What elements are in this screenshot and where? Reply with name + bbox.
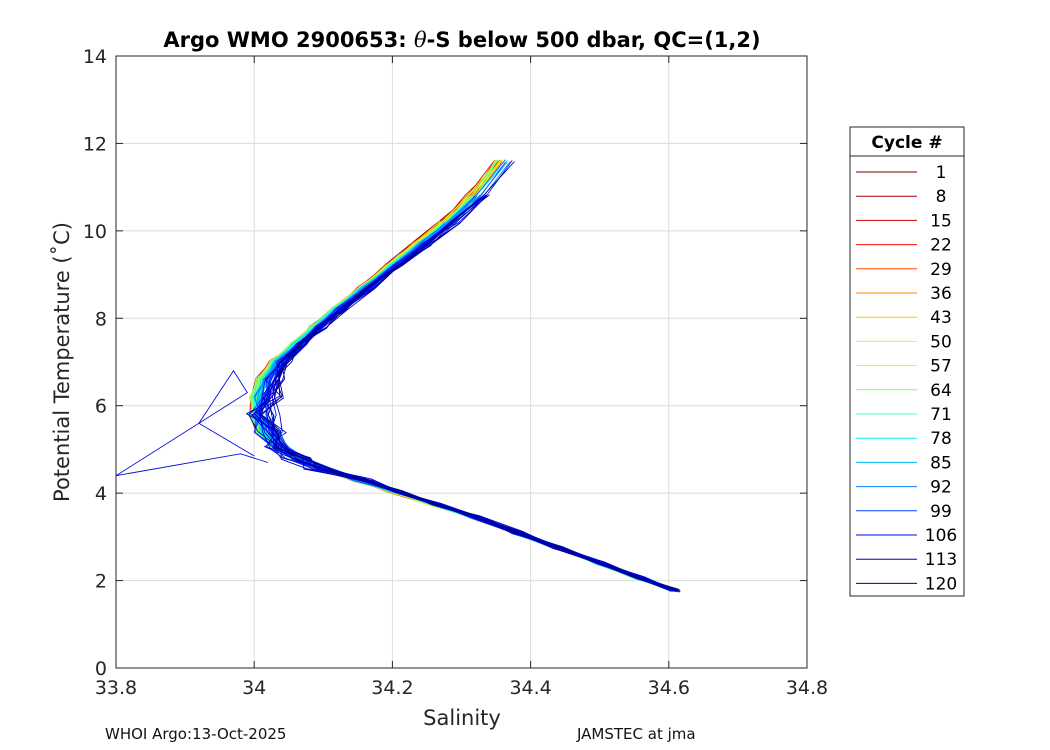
legend-entry-label: 43 — [930, 308, 952, 328]
x-tick-label: 33.8 — [95, 677, 137, 699]
chart-title-symbol: θ — [414, 28, 427, 52]
legend-entry-label: 85 — [930, 453, 952, 473]
legend: Cycle # 18152229364350576471788592991061… — [849, 126, 965, 597]
profile-cycle-line — [258, 194, 679, 591]
x-tick-label: 34.6 — [648, 677, 690, 699]
legend-entry-label: 71 — [930, 405, 952, 425]
profile-outlier-line — [115, 369, 269, 477]
chart-title-prefix: Argo WMO 2900653: — [163, 28, 414, 52]
y-tick-label: 12 — [83, 133, 107, 155]
x-tick-label: 34.8 — [786, 677, 828, 699]
legend-entry-label: 64 — [930, 381, 952, 401]
legend-entry-label: 15 — [930, 211, 952, 231]
legend-entry-label: 29 — [930, 260, 952, 280]
legend-entry-label: 8 — [936, 187, 947, 207]
legend-entry-label: 22 — [930, 236, 952, 256]
y-tick-label: 10 — [83, 221, 107, 243]
y-tick-label: 6 — [95, 396, 107, 418]
legend-box — [849, 126, 965, 597]
plot-frame — [115, 55, 808, 669]
y-axis-label: Potential Temperature (˚C) — [50, 222, 74, 502]
y-tick-label: 2 — [95, 571, 107, 593]
legend-entry-label: 50 — [930, 332, 952, 352]
legend-entry-label: 113 — [925, 550, 957, 570]
grid-lines — [116, 56, 807, 668]
chart-title-suffix: -S below 500 dbar, QC=(1,2) — [427, 28, 761, 52]
x-tick-label: 34.4 — [509, 677, 551, 699]
x-tick-label: 34.2 — [371, 677, 413, 699]
footer-credit-right: JAMSTEC at jma — [577, 725, 696, 743]
profile-cycle-line — [260, 222, 679, 590]
profile-cycle-line — [261, 244, 677, 592]
plot-background — [116, 56, 807, 668]
footer-credit-left: WHOI Argo:13-Oct-2025 — [105, 725, 287, 743]
legend-entry-label: 78 — [930, 429, 952, 449]
profile-lines — [115, 159, 681, 593]
y-tick-label: 8 — [95, 308, 107, 330]
legend-entry-label: 36 — [930, 284, 952, 304]
y-tick-label: 4 — [95, 483, 107, 505]
legend-title: Cycle # — [871, 133, 942, 153]
x-tick-label: 34 — [242, 677, 266, 699]
y-axis-ticks: 0 2 4 6 8 10 12 14 — [83, 46, 807, 680]
y-tick-label: 14 — [83, 46, 107, 68]
profile-cycle-line — [269, 194, 679, 592]
legend-entry-label: 57 — [930, 357, 952, 377]
legend-entry-label: 99 — [930, 502, 952, 522]
x-axis-label: Salinity — [423, 706, 501, 730]
y-tick-label: 0 — [95, 658, 107, 680]
legend-entries: 1 8 15 22 29 36 43 50 57 64 71 78 85 92 99 106 113 120 — [856, 163, 957, 594]
legend-entry-label: 92 — [930, 478, 952, 498]
legend-entry-label: 106 — [925, 526, 957, 546]
legend-entry-label: 1 — [936, 163, 947, 183]
chart-title: Argo WMO 2900653: θ-S below 500 dbar, QC… — [163, 28, 760, 52]
legend-entry-label: 120 — [925, 574, 957, 594]
x-axis-ticks: 33.8 34 34.2 34.4 34.6 34.8 — [95, 56, 828, 699]
